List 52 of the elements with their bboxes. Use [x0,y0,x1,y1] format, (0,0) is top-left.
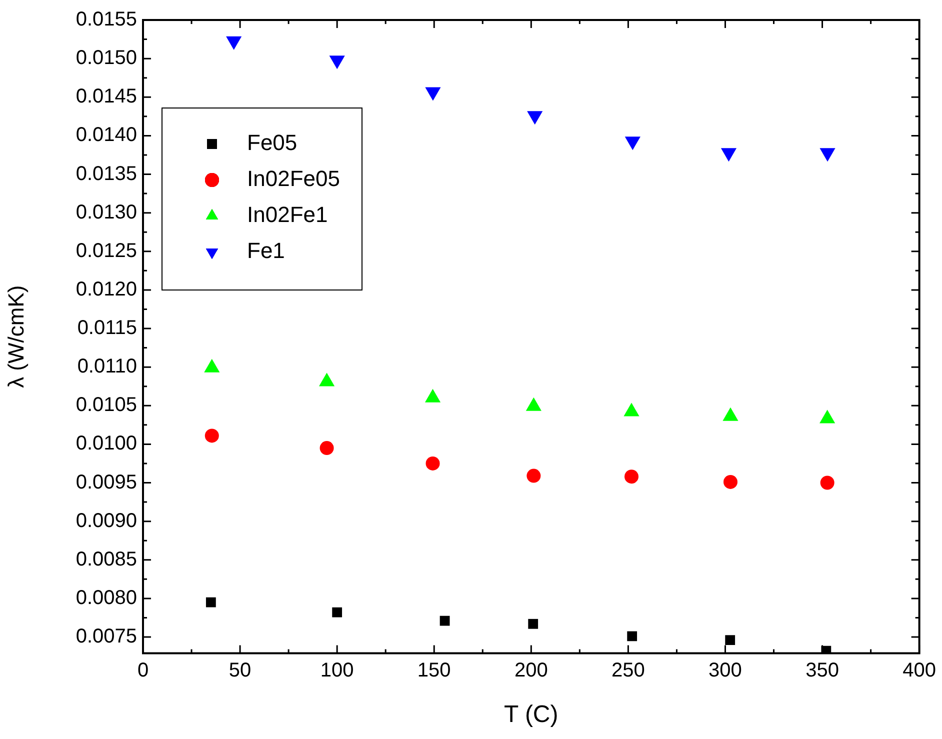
y-tick-label: 0.0105 [76,394,137,416]
point [723,474,738,489]
point [320,441,334,456]
point [627,631,638,642]
point [725,635,736,646]
x-tick-label: 250 [612,660,645,682]
x-tick-label: 350 [806,660,839,682]
y-tick-label: 0.0145 [76,86,137,108]
x-tick-label: 200 [514,660,548,682]
y-tick-label: 0.0090 [76,510,137,532]
point [226,36,242,50]
point [624,470,638,484]
y-tick-label: 0.0135 [76,162,137,185]
point [206,597,216,608]
x-tick-label: 0 [137,660,149,682]
legend-label: Fe1 [247,238,285,264]
y-tick-label: 0.0100 [76,432,137,455]
point [329,56,345,70]
point [820,148,836,162]
y-tick-label: 0.0130 [76,201,137,224]
point [527,111,543,125]
y-tick-label: 0.0150 [76,47,137,70]
legend-label: Fe05 [247,130,298,156]
x-tick-label: 100 [320,660,354,682]
point [440,616,450,626]
y-tick-label: 0.0085 [76,548,137,570]
point [425,87,441,101]
point [204,428,219,443]
y-tick-label: 0.0155 [76,8,137,31]
y-tick-label: 0.0120 [76,278,137,300]
point [332,607,342,618]
x-tick-label: 150 [417,660,451,682]
x-axis-title: T (C) [504,701,558,728]
x-tick-label: 50 [228,660,252,682]
x-tick-label: 400 [902,660,936,682]
y-tick-label: 0.0095 [76,471,137,494]
y-tick-label: 0.0140 [76,124,137,146]
legend-label: In02Fe05 [247,166,340,192]
point [720,148,737,162]
y-tick-label: 0.0125 [76,240,137,262]
y-axis-title: λ (W/cmK) [3,285,28,388]
point [820,476,834,490]
point [526,468,541,483]
y-tick-label: 0.0115 [77,317,137,340]
y-tick-label: 0.0110 [77,356,137,378]
point [528,618,538,629]
x-tick-label: 300 [708,660,742,682]
y-tick-label: 0.0075 [76,626,137,648]
point [426,456,440,470]
y-tick-label: 0.0080 [76,586,137,609]
point [624,136,640,150]
legend-label: In02Fe1 [247,202,328,228]
